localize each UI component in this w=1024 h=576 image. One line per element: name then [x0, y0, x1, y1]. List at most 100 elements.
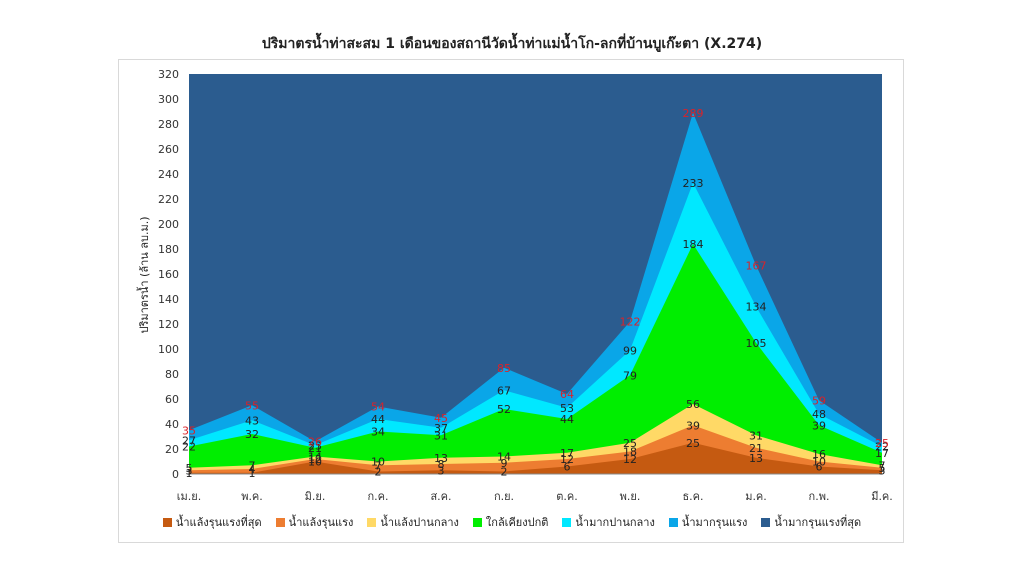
x-tick-label: ก.ย. — [494, 490, 514, 503]
data-label: 85 — [497, 362, 511, 375]
data-label: 35 — [182, 424, 196, 437]
data-label: 67 — [497, 384, 511, 397]
data-label: 17 — [875, 447, 889, 460]
data-label: 44 — [560, 413, 574, 426]
data-label: 39 — [686, 419, 700, 432]
data-label: 6 — [564, 461, 571, 474]
data-label: 48 — [812, 408, 826, 421]
data-label: 39 — [812, 419, 826, 432]
y-tick-label: 80 — [165, 368, 179, 381]
legend-label: น้ำแล้งปานกลาง — [380, 516, 459, 529]
data-label: 10 — [371, 456, 385, 469]
legend-label: น้ำมากรุนแรง — [681, 516, 748, 529]
data-label: 4 — [249, 463, 256, 476]
y-tick-label: 100 — [158, 343, 179, 356]
data-label: 6 — [816, 461, 823, 474]
data-label: 52 — [497, 403, 511, 416]
legend-swatch — [761, 517, 771, 527]
data-label: 22 — [182, 441, 196, 454]
data-label: 25 — [686, 437, 700, 450]
x-tick-label: ม.ค. — [745, 490, 767, 503]
data-label: 18 — [623, 446, 637, 459]
data-label: 7 — [249, 459, 256, 472]
x-tick-label: มิ.ย. — [305, 490, 326, 503]
legend-item: น้ำแล้งปานกลาง — [367, 513, 459, 531]
chart-title: ปริมาตรน้ำท่าสะสม 1 เดือนของสถานีวัดน้ำท… — [261, 36, 763, 52]
data-label: 3 — [438, 464, 445, 477]
data-label: 7 — [375, 459, 382, 472]
legend-label: น้ำมากปานกลาง — [575, 516, 655, 529]
data-label: 12 — [560, 453, 574, 466]
legend-label: ใกล้เคียงปกติ — [485, 516, 549, 529]
data-label: 122 — [620, 316, 641, 329]
data-label: 23 — [308, 439, 322, 452]
data-label: 105 — [746, 337, 767, 350]
y-tick-label: 240 — [158, 168, 179, 181]
legend-swatch — [562, 517, 572, 527]
y-tick-label: 40 — [165, 418, 179, 431]
data-label: 1 — [186, 467, 193, 480]
data-label: 3 — [879, 464, 886, 477]
y-tick-label: 140 — [158, 293, 179, 306]
data-label: 37 — [434, 422, 448, 435]
data-label: 12 — [308, 453, 322, 466]
x-tick-label: เม.ย. — [177, 490, 201, 503]
data-label: 9 — [501, 457, 508, 470]
data-label: 1 — [249, 467, 256, 480]
x-tick-label: มี.ค. — [871, 490, 893, 503]
y-tick-label: 20 — [165, 443, 179, 456]
data-label: 134 — [746, 301, 767, 314]
y-tick-label: 220 — [158, 193, 179, 206]
legend-swatch — [162, 517, 172, 527]
legend-label: น้ำแล้งรุนแรงที่สุด — [175, 516, 262, 529]
data-label: 54 — [371, 401, 385, 414]
data-label: 55 — [245, 399, 259, 412]
data-label: 45 — [434, 412, 448, 425]
data-label: 5 — [879, 462, 886, 475]
data-label: 31 — [434, 429, 448, 442]
legend: น้ำแล้งรุนแรงที่สุด น้ำแล้งรุนแรง น้ำแล้งป… — [0, 513, 1024, 531]
y-tick-label: 320 — [158, 68, 179, 81]
y-tick-label: 280 — [158, 118, 179, 131]
legend-item: น้ำมากรุนแรง — [668, 513, 748, 531]
data-label: 3 — [186, 464, 193, 477]
legend-swatch — [275, 517, 285, 527]
data-label: 13 — [434, 452, 448, 465]
x-tick-label: ธ.ค. — [682, 490, 703, 503]
legend-item: น้ำมากปานกลาง — [562, 513, 655, 531]
data-label: 10 — [812, 456, 826, 469]
y-tick-label: 300 — [158, 93, 179, 106]
data-label: 13 — [749, 452, 763, 465]
x-tick-label: พ.ย. — [620, 490, 641, 503]
data-label: 5 — [186, 462, 193, 475]
data-label: 27 — [182, 434, 196, 447]
data-label: 31 — [749, 429, 763, 442]
y-tick-label: 200 — [158, 218, 179, 231]
data-label: 53 — [560, 402, 574, 415]
data-label: 2 — [501, 466, 508, 479]
x-tick-label: พ.ค. — [241, 490, 263, 503]
data-label: 59 — [812, 394, 826, 407]
data-label: 2 — [375, 466, 382, 479]
data-label: 233 — [683, 177, 704, 190]
data-label: 32 — [245, 428, 259, 441]
data-label: 25 — [623, 437, 637, 450]
y-tick-label: 120 — [158, 318, 179, 331]
y-tick-label: 60 — [165, 393, 179, 406]
data-label: 167 — [746, 259, 767, 272]
data-label: 34 — [371, 426, 385, 439]
data-label: 43 — [245, 414, 259, 427]
x-tick-label: ส.ค. — [430, 490, 451, 503]
legend-swatch — [472, 517, 482, 527]
data-label: 26 — [308, 436, 322, 449]
data-label: 289 — [683, 107, 704, 120]
data-label: 22 — [875, 441, 889, 454]
y-tick-label: 180 — [158, 243, 179, 256]
legend-label: น้ำมากรุนแรงที่สุด — [774, 516, 862, 529]
legend-swatch — [668, 517, 678, 527]
chart-frame — [118, 59, 904, 543]
legend-label: น้ำแล้งรุนแรง — [288, 516, 354, 529]
data-label: 21 — [749, 442, 763, 455]
y-tick-label: 260 — [158, 143, 179, 156]
